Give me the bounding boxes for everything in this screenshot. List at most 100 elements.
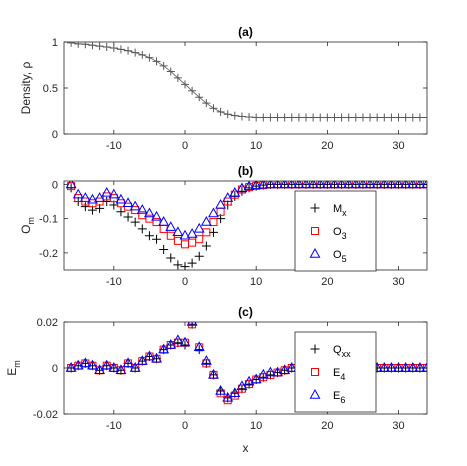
data-point — [115, 193, 127, 204]
legend-label: E6 — [333, 390, 345, 405]
x-tick-label: 10 — [250, 140, 262, 152]
x-tick-label: 10 — [250, 276, 262, 288]
x-tick-label: 30 — [392, 276, 404, 288]
y-tick-label: -0.1 — [39, 214, 58, 226]
data-point — [294, 113, 303, 122]
data-point — [279, 181, 291, 189]
data-point — [272, 366, 283, 377]
data-point — [229, 387, 241, 397]
series-layer — [65, 322, 427, 405]
data-point — [321, 181, 333, 189]
plot-area — [63, 180, 428, 271]
data-point — [393, 181, 404, 189]
data-point — [165, 221, 177, 231]
data-point — [187, 258, 197, 268]
data-point — [264, 181, 276, 189]
data-point — [180, 262, 190, 270]
data-point — [136, 204, 148, 214]
data-point — [293, 181, 305, 189]
data-point — [280, 113, 289, 122]
data-point — [138, 211, 147, 220]
series-line — [71, 42, 427, 118]
data-point — [344, 113, 353, 122]
data-point — [272, 181, 283, 189]
data-point — [257, 181, 269, 189]
data-point — [366, 113, 375, 122]
legend-label: O5 — [333, 249, 347, 264]
data-point — [216, 389, 225, 398]
data-point — [65, 361, 77, 372]
data-point — [101, 186, 113, 197]
chart-panel-1: -10 0 10 20 30 0 0.5 1 (a) Density, ρ — [19, 25, 428, 152]
data-point — [237, 112, 246, 121]
data-point — [188, 238, 197, 247]
panel-title: (c) — [238, 305, 253, 319]
series-layer — [65, 181, 427, 270]
data-point — [195, 93, 204, 102]
data-point — [81, 42, 90, 49]
data-point — [329, 181, 340, 189]
data-point — [407, 181, 419, 189]
legend-box — [294, 331, 377, 413]
data-point — [152, 57, 161, 66]
data-point — [200, 355, 212, 365]
x-tick-label: 20 — [321, 276, 333, 288]
data-point — [116, 207, 126, 217]
data-point — [245, 112, 254, 121]
data-point — [79, 192, 91, 202]
data-point — [151, 210, 162, 221]
data-point — [208, 227, 218, 237]
data-point — [124, 46, 133, 55]
data-point — [88, 42, 97, 50]
data-point — [116, 45, 125, 54]
y-tick-label: 0 — [52, 129, 58, 141]
data-point — [188, 86, 197, 95]
data-point — [202, 359, 211, 368]
data-point — [145, 53, 154, 62]
data-point — [137, 224, 147, 234]
data-point — [72, 188, 84, 199]
data-point — [337, 113, 346, 122]
data-point — [143, 207, 155, 218]
data-point — [314, 181, 326, 189]
y-axis-label: Em — [5, 360, 22, 376]
data-point — [181, 80, 189, 89]
y-tick-label: -0.2 — [39, 248, 58, 260]
data-point — [87, 193, 98, 204]
x-tick-label: 0 — [182, 420, 188, 432]
data-point — [195, 235, 204, 244]
data-point — [323, 113, 332, 122]
x-tick-label: 0 — [182, 140, 188, 152]
data-point — [151, 352, 162, 363]
legend-box — [294, 190, 377, 272]
data-point — [74, 42, 83, 48]
data-point — [159, 61, 168, 70]
data-point — [230, 391, 239, 400]
data-point — [87, 359, 98, 370]
data-point — [144, 231, 154, 241]
data-point — [95, 42, 104, 51]
data-point — [257, 368, 269, 379]
data-point — [173, 73, 182, 82]
x-tick-label: -10 — [106, 140, 122, 152]
data-point — [159, 224, 168, 233]
data-point — [143, 350, 155, 361]
y-tick-label: 1 — [52, 37, 58, 49]
data-point — [209, 104, 218, 113]
legend: Mx O3 O5 — [294, 190, 377, 272]
data-point — [378, 181, 390, 189]
data-point — [401, 113, 410, 122]
data-point — [350, 181, 362, 189]
data-point — [351, 113, 360, 122]
data-point — [336, 181, 348, 189]
data-point — [373, 113, 382, 122]
data-point — [423, 181, 427, 189]
data-point — [415, 113, 424, 122]
data-point — [129, 200, 141, 211]
legend: Qxx E4 E6 — [294, 331, 377, 413]
data-point — [343, 181, 355, 189]
data-point — [316, 113, 325, 122]
x-tick-label: 0 — [182, 276, 188, 288]
data-point — [385, 361, 397, 372]
data-point — [423, 113, 427, 122]
